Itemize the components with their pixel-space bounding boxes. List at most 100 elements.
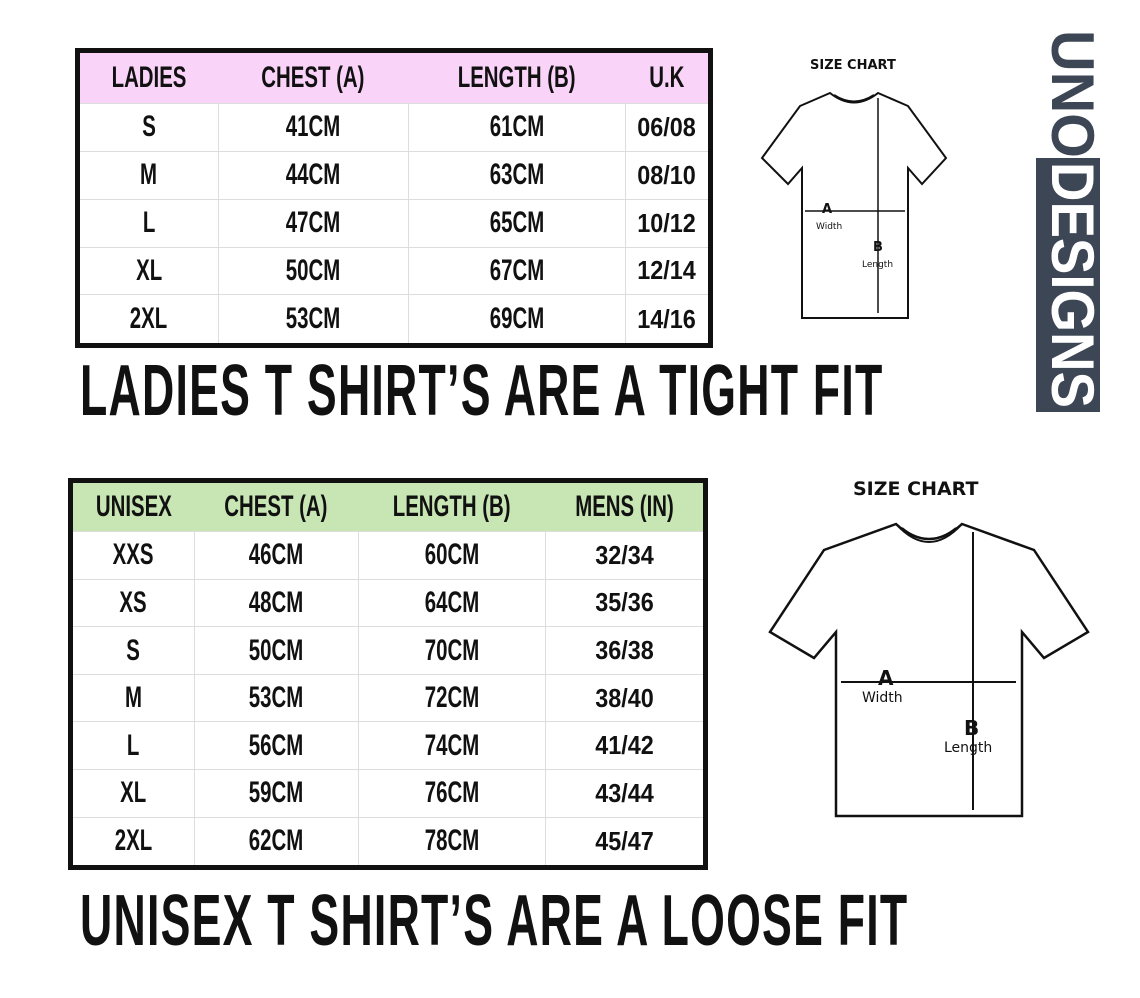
- cell-text: L: [142, 206, 156, 240]
- table-cell: 41/42: [545, 721, 706, 771]
- width-marker: A: [822, 202, 833, 217]
- table-row: M 44CM 63CM 08/10: [77, 150, 712, 200]
- table-row: XL 50CM 67CM 12/14: [77, 246, 712, 296]
- width-label: Width: [816, 222, 843, 232]
- cell-text: 76CM: [424, 776, 480, 810]
- size-chart-title-large: SIZE CHART: [853, 478, 979, 500]
- unisex-size-table: UNISEX CHEST (A) LENGTH (B) MENS (IN) XXS 46C…: [68, 478, 708, 870]
- table-cell: 50CM: [217, 246, 409, 296]
- table-cell: 47CM: [217, 198, 409, 248]
- table-cell: 53CM: [217, 294, 409, 346]
- table-cell: 74CM: [357, 721, 547, 771]
- cell-text: 2XL: [114, 824, 153, 858]
- column-header: U.K: [625, 50, 711, 104]
- cell-text: 60CM: [424, 538, 480, 572]
- unodesigns-logo: UNO DESIGNS: [1036, 30, 1106, 412]
- cell-text: 14/16: [637, 303, 697, 334]
- table-row: XS 48CM 64CM 35/36: [70, 578, 706, 628]
- table-cell: S: [77, 103, 219, 152]
- length-label: Length: [862, 260, 894, 270]
- cell-text: 63CM: [489, 158, 544, 192]
- cell-text: 35/36: [595, 587, 654, 618]
- header-text: LENGTH (B): [393, 490, 511, 523]
- cell-text: 53CM: [248, 681, 304, 715]
- cell-text: 38/40: [595, 682, 654, 713]
- table-cell: XS: [70, 578, 195, 628]
- table-row: S 41CM 61CM 06/08: [77, 103, 712, 152]
- table-cell: 2XL: [70, 816, 195, 869]
- table-row: XXS 46CM 60CM 32/34: [70, 531, 706, 580]
- table-cell: 36/38: [545, 626, 706, 675]
- cell-text: 64CM: [424, 585, 480, 619]
- header-text: U.K: [649, 61, 685, 94]
- width-marker-large: A: [878, 666, 894, 690]
- table-row: 2XL 62CM 78CM 45/47: [70, 816, 706, 869]
- table-cell: M: [70, 673, 195, 723]
- table-cell: 10/12: [624, 198, 712, 248]
- table-row: L 56CM 74CM 41/42: [70, 721, 706, 771]
- table-cell: 41CM: [217, 103, 409, 152]
- table-row: 2XL 53CM 69CM 14/16: [77, 294, 712, 346]
- table-cell: 46CM: [193, 531, 359, 580]
- column-header: LENGTH (B): [358, 480, 546, 532]
- table-cell: L: [70, 721, 195, 771]
- cell-text: 10/12: [637, 207, 697, 238]
- cell-text: 41CM: [286, 110, 341, 144]
- table-cell: 12/14: [624, 246, 712, 296]
- cell-text: 45/47: [595, 825, 654, 856]
- table-cell: 48CM: [193, 578, 359, 628]
- column-header: LENGTH (B): [408, 50, 626, 104]
- table-cell: 50CM: [193, 626, 359, 675]
- length-marker-large: B: [964, 716, 980, 740]
- cell-text: 50CM: [248, 633, 304, 667]
- table-row: L 47CM 65CM 10/12: [77, 198, 712, 248]
- column-header: CHEST (A): [194, 480, 359, 532]
- cell-text: 2XL: [130, 302, 168, 336]
- size-chart-title: SIZE CHART: [810, 58, 896, 73]
- table-cell: 59CM: [193, 769, 359, 818]
- table-cell: 14/16: [624, 294, 712, 346]
- table-cell: 63CM: [407, 150, 626, 200]
- table-row: M 53CM 72CM 38/40: [70, 673, 706, 723]
- header-text: LADIES: [111, 61, 187, 94]
- cell-text: 67CM: [489, 253, 544, 287]
- table-cell: 32/34: [545, 531, 706, 580]
- svg-text:UNO: UNO: [1039, 30, 1106, 158]
- table-cell: 64CM: [357, 578, 547, 628]
- unisex-fit-caption: UNISEX T SHIRT’S ARE A LOOSE FIT: [80, 881, 909, 961]
- table-cell: 08/10: [624, 150, 712, 200]
- cell-text: 41/42: [595, 730, 654, 761]
- table-cell: XL: [70, 769, 195, 818]
- table-cell: S: [70, 626, 195, 675]
- table-cell: 2XL: [77, 294, 219, 346]
- cell-text: M: [140, 158, 158, 192]
- cell-text: XL: [135, 253, 162, 287]
- cell-text: 56CM: [248, 728, 304, 762]
- cell-text: XXS: [112, 538, 154, 572]
- cell-text: 12/14: [637, 255, 697, 286]
- table-cell: 44CM: [217, 150, 409, 200]
- cell-text: 72CM: [424, 681, 480, 715]
- table-cell: XL: [77, 246, 219, 296]
- table-cell: 78CM: [357, 816, 547, 869]
- cell-text: 62CM: [248, 824, 304, 858]
- cell-text: 06/08: [637, 111, 697, 142]
- table-cell: 38/40: [545, 673, 706, 723]
- table-cell: 53CM: [193, 673, 359, 723]
- cell-text: 61CM: [489, 110, 544, 144]
- table-row: XL 59CM 76CM 43/44: [70, 769, 706, 818]
- svg-text:DESIGNS: DESIGNS: [1039, 162, 1106, 408]
- cell-text: L: [127, 728, 140, 762]
- ladies-fit-caption: LADIES T SHIRT’S ARE A TIGHT FIT: [80, 351, 884, 431]
- column-header: UNISEX: [70, 480, 195, 532]
- table-cell: 69CM: [407, 294, 626, 346]
- cell-text: 48CM: [248, 585, 304, 619]
- header-text: UNISEX: [95, 490, 172, 523]
- table-cell: L: [77, 198, 219, 248]
- cell-text: 47CM: [286, 206, 341, 240]
- cell-text: 53CM: [286, 302, 341, 336]
- header-text: LENGTH (B): [457, 61, 576, 94]
- header-text: CHEST (A): [224, 490, 328, 523]
- table-cell: 67CM: [407, 246, 626, 296]
- table-cell: 06/08: [624, 103, 712, 152]
